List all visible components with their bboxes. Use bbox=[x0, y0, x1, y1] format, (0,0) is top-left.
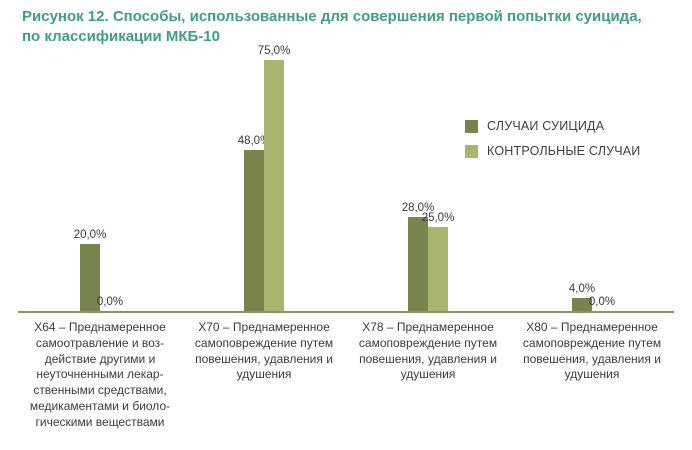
legend-item-control: КОНТРОЛЬНЫЕ СЛУЧАИ bbox=[465, 144, 641, 158]
bar-group: 4,0% 0,0% bbox=[510, 55, 674, 311]
bar-slot-suicide: 4,0% bbox=[568, 55, 596, 311]
x-axis-category-label: X64 – Преднамеренное самоотравление и во… bbox=[29, 320, 171, 429]
bar-slot-suicide: 28,0% bbox=[402, 55, 434, 311]
bar-suicide bbox=[572, 298, 592, 311]
bar-slot-suicide: 20,0% bbox=[74, 55, 106, 311]
bar-value-label: 25,0% bbox=[421, 212, 455, 224]
bar-group: 48,0% 75,0% bbox=[182, 45, 346, 311]
bar-value-label: 0,0% bbox=[96, 296, 124, 308]
x-axis-category-label: X78 – Преднамеренное самоповреждение пут… bbox=[358, 320, 498, 382]
bar-chart: 20,0% 0,0% 48,0% 75,0% 28,0% 25,0% 4,0% 0,0% X6… bbox=[18, 45, 674, 431]
plot-area: 20,0% 0,0% 48,0% 75,0% 28,0% 25,0% 4,0% 0,0% bbox=[18, 45, 674, 313]
legend-swatch-control-icon bbox=[465, 144, 478, 158]
legend-swatch-suicide-icon bbox=[465, 119, 478, 133]
legend-label-suicide: СЛУЧАИ СУИЦИДА bbox=[487, 119, 605, 133]
legend-label-control: КОНТРОЛЬНЫЕ СЛУЧАИ bbox=[487, 144, 641, 158]
bar-value-label: 20,0% bbox=[73, 229, 107, 241]
bar-group: 28,0% 25,0% bbox=[346, 55, 510, 311]
bar-slot-control: 0,0% bbox=[96, 55, 124, 311]
bar-control bbox=[264, 60, 284, 311]
bar-value-label: 28,0% bbox=[401, 202, 435, 214]
bar-suicide bbox=[244, 150, 264, 311]
bar-value-label: 75,0% bbox=[257, 45, 291, 57]
chart-title: Рисунок 12. Способы, использованные для … bbox=[22, 8, 642, 46]
bar-slot-control: 25,0% bbox=[422, 55, 454, 311]
bar-value-label: 0,0% bbox=[588, 296, 616, 308]
bar-group: 20,0% 0,0% bbox=[18, 55, 182, 311]
bar-suicide bbox=[80, 244, 100, 311]
bar-slot-control: 75,0% bbox=[258, 45, 290, 311]
x-axis-category-label: X70 – Преднамеренное самоповреждение пут… bbox=[194, 320, 334, 382]
bar-slot-control: 0,0% bbox=[588, 55, 616, 311]
x-axis-labels: X64 – Преднамеренное самоотравление и во… bbox=[18, 313, 674, 431]
bar-value-label: 4,0% bbox=[568, 283, 596, 295]
bar-control bbox=[428, 227, 448, 311]
x-axis-category-label: X80 – Преднамеренное самоповреждение пут… bbox=[522, 320, 662, 382]
bar-value-label: 48,0% bbox=[237, 135, 271, 147]
bar-suicide bbox=[408, 217, 428, 311]
bar-slot-suicide: 48,0% bbox=[238, 55, 270, 311]
legend-item-suicide: СЛУЧАИ СУИЦИДА bbox=[465, 119, 641, 133]
legend: СЛУЧАИ СУИЦИДА КОНТРОЛЬНЫЕ СЛУЧАИ bbox=[465, 119, 641, 169]
